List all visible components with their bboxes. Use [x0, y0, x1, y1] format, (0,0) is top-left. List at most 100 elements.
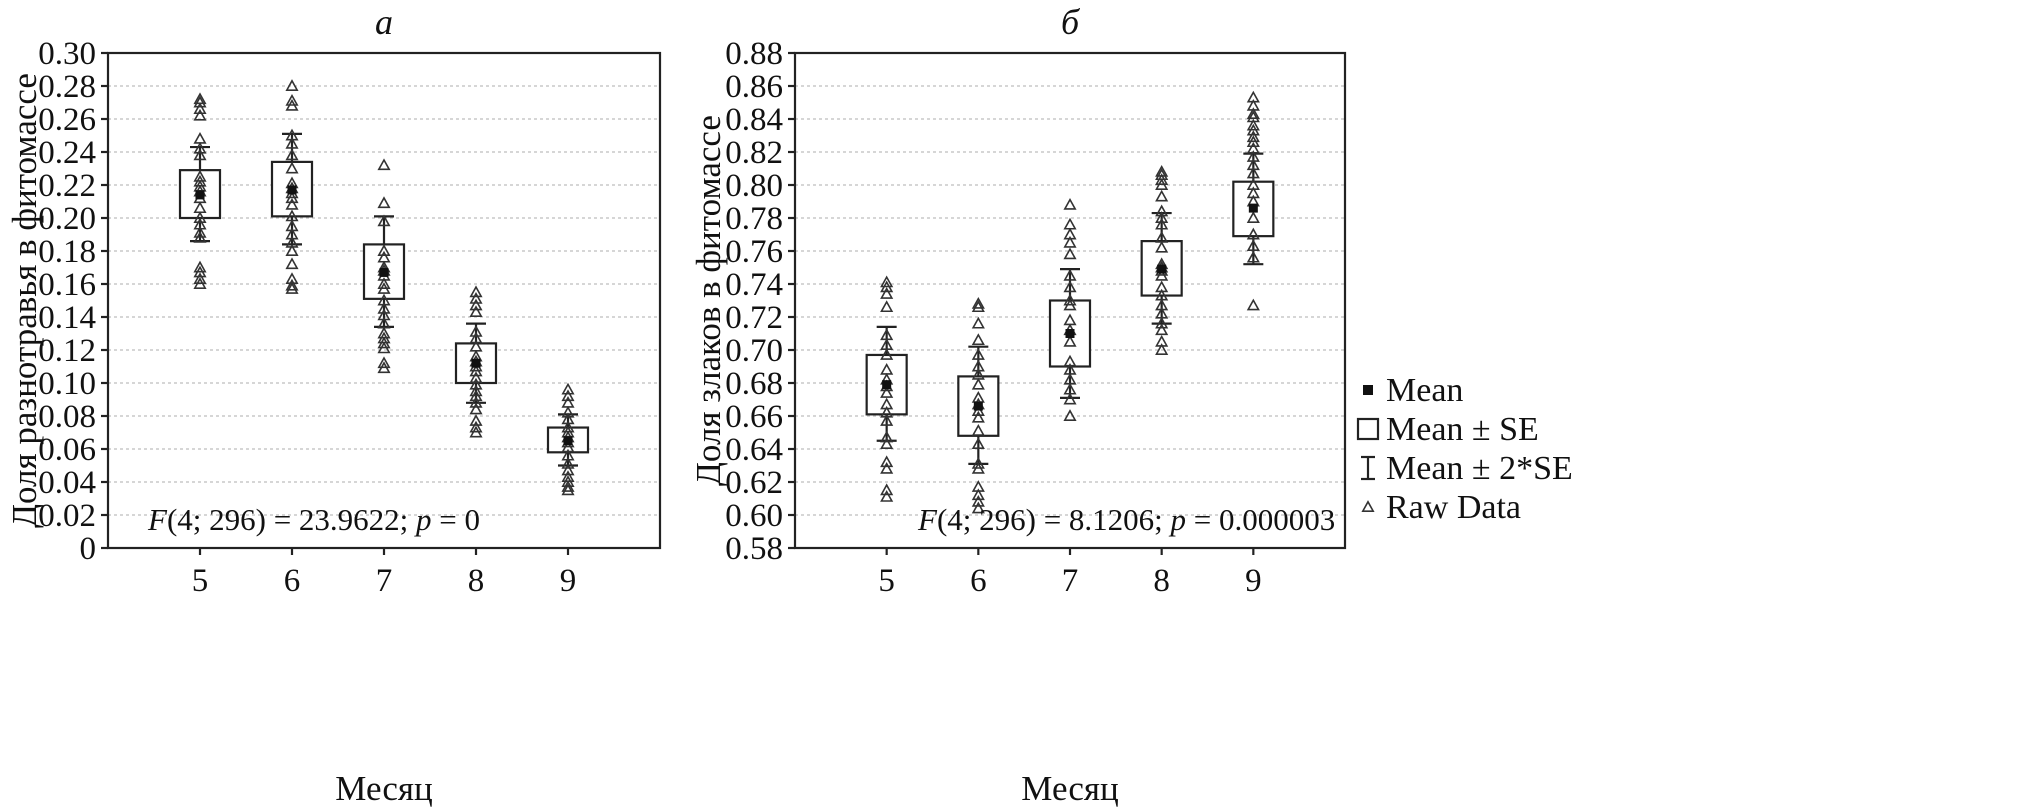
raw-data-point — [469, 285, 483, 298]
raw-data-point — [1246, 166, 1260, 179]
raw-data-point — [377, 301, 391, 314]
raw-data-point — [469, 402, 483, 415]
raw-data-point — [377, 341, 391, 354]
y-tick-label: 0.08 — [38, 399, 96, 435]
raw-data-point — [880, 430, 894, 443]
legend-label: Raw Data — [1386, 489, 1521, 526]
raw-data-point — [561, 463, 575, 476]
y-tick-label: 0.22 — [38, 168, 96, 204]
y-tick-label: 0.76 — [725, 234, 783, 270]
raw-data-point — [193, 260, 207, 273]
raw-data-point — [193, 141, 207, 154]
raw-data-point — [1063, 235, 1077, 248]
y-tick-label: 0.64 — [725, 432, 783, 468]
stat-f: F — [917, 502, 938, 537]
raw-data-point — [1246, 135, 1260, 148]
raw-data-point — [469, 389, 483, 402]
mean-marker — [1065, 329, 1075, 338]
raw-data-point — [193, 226, 207, 238]
raw-data-point — [377, 361, 391, 374]
x-tick-label: 5 — [192, 563, 209, 599]
raw-data-point — [285, 136, 299, 149]
raw-data-point — [469, 292, 483, 304]
raw-data-point — [971, 333, 985, 346]
raw-data-point — [1155, 204, 1169, 217]
raw-data-point — [1155, 189, 1169, 202]
raw-data-point — [1063, 293, 1077, 306]
group-month-7 — [1048, 197, 1092, 421]
mean-marker — [287, 185, 297, 195]
raw-data-point — [285, 257, 299, 270]
panel-title: б — [1061, 2, 1081, 42]
legend-triangle-icon — [1361, 500, 1375, 512]
raw-data-point — [971, 410, 985, 423]
y-tick-label: 0.72 — [725, 300, 783, 336]
raw-data-point — [1246, 118, 1260, 131]
raw-data-point — [193, 265, 207, 278]
raw-data-point — [469, 384, 483, 397]
raw-data-point — [193, 230, 207, 243]
raw-data-point — [971, 437, 985, 450]
x-tick-label: 8 — [468, 563, 485, 599]
y-tick-label: 0.62 — [725, 465, 783, 501]
raw-data-point — [1246, 123, 1260, 136]
raw-data-point — [880, 455, 894, 468]
y-tick-label: 0.30 — [38, 36, 96, 72]
raw-data-point — [285, 191, 299, 204]
raw-data-point — [285, 282, 299, 294]
legend-label: Mean — [1386, 372, 1463, 409]
y-tick-label: 0.26 — [38, 102, 96, 138]
y-tick-label: 0.88 — [725, 36, 783, 72]
mean-marker — [973, 401, 983, 411]
raw-data-point — [469, 414, 483, 426]
y-tick-label: 0 — [80, 531, 97, 567]
group-month-9 — [546, 382, 590, 496]
mean-marker — [563, 436, 573, 446]
raw-data-point — [880, 280, 894, 293]
raw-data-point — [469, 371, 483, 384]
y-tick-label: 0.84 — [725, 102, 783, 138]
raw-data-point — [285, 161, 299, 174]
raw-data-point — [1063, 298, 1077, 311]
raw-data-point — [880, 483, 894, 496]
raw-data-point — [1155, 211, 1169, 223]
raw-data-point — [377, 336, 391, 349]
y-tick-label: 0.16 — [38, 267, 96, 303]
y-tick-label: 0.80 — [725, 168, 783, 204]
raw-data-point — [377, 282, 391, 294]
raw-data-point — [880, 461, 894, 474]
raw-data-point — [971, 377, 985, 390]
y-tick-label: 0.82 — [725, 135, 783, 171]
raw-data-point — [193, 131, 207, 144]
stat-p: p — [414, 502, 432, 537]
raw-data-point — [193, 148, 207, 161]
raw-data-point — [1246, 130, 1260, 143]
raw-data-point — [561, 480, 575, 492]
raw-data-point — [193, 272, 207, 285]
raw-data-point — [1155, 178, 1169, 190]
raw-data-point — [971, 348, 985, 360]
stat-pval: = 0 — [432, 502, 480, 537]
raw-data-point — [971, 316, 985, 329]
raw-data-point — [193, 277, 207, 289]
raw-data-point — [880, 437, 894, 450]
raw-data-point — [880, 490, 894, 502]
raw-data-point — [1063, 268, 1077, 281]
mean-marker — [471, 358, 481, 368]
raw-data-point — [377, 158, 391, 171]
stat-f: F — [147, 502, 168, 537]
x-axis-label: Месяц — [1021, 769, 1118, 808]
mean-marker — [195, 190, 205, 200]
x-tick-label: 9 — [1245, 563, 1262, 599]
legend-mean-icon — [1363, 385, 1373, 395]
raw-data-point — [880, 348, 894, 360]
panel-b: 0.580.600.620.640.660.680.700.720.740.76… — [689, 2, 1347, 808]
x-axis-label: Месяц — [335, 769, 432, 808]
raw-data-point — [285, 94, 299, 106]
raw-data-point — [193, 95, 207, 108]
stat-p: p — [1169, 502, 1187, 537]
legend-box-icon — [1356, 417, 1380, 441]
raw-data-point — [377, 196, 391, 209]
panel-title: а — [375, 2, 393, 42]
